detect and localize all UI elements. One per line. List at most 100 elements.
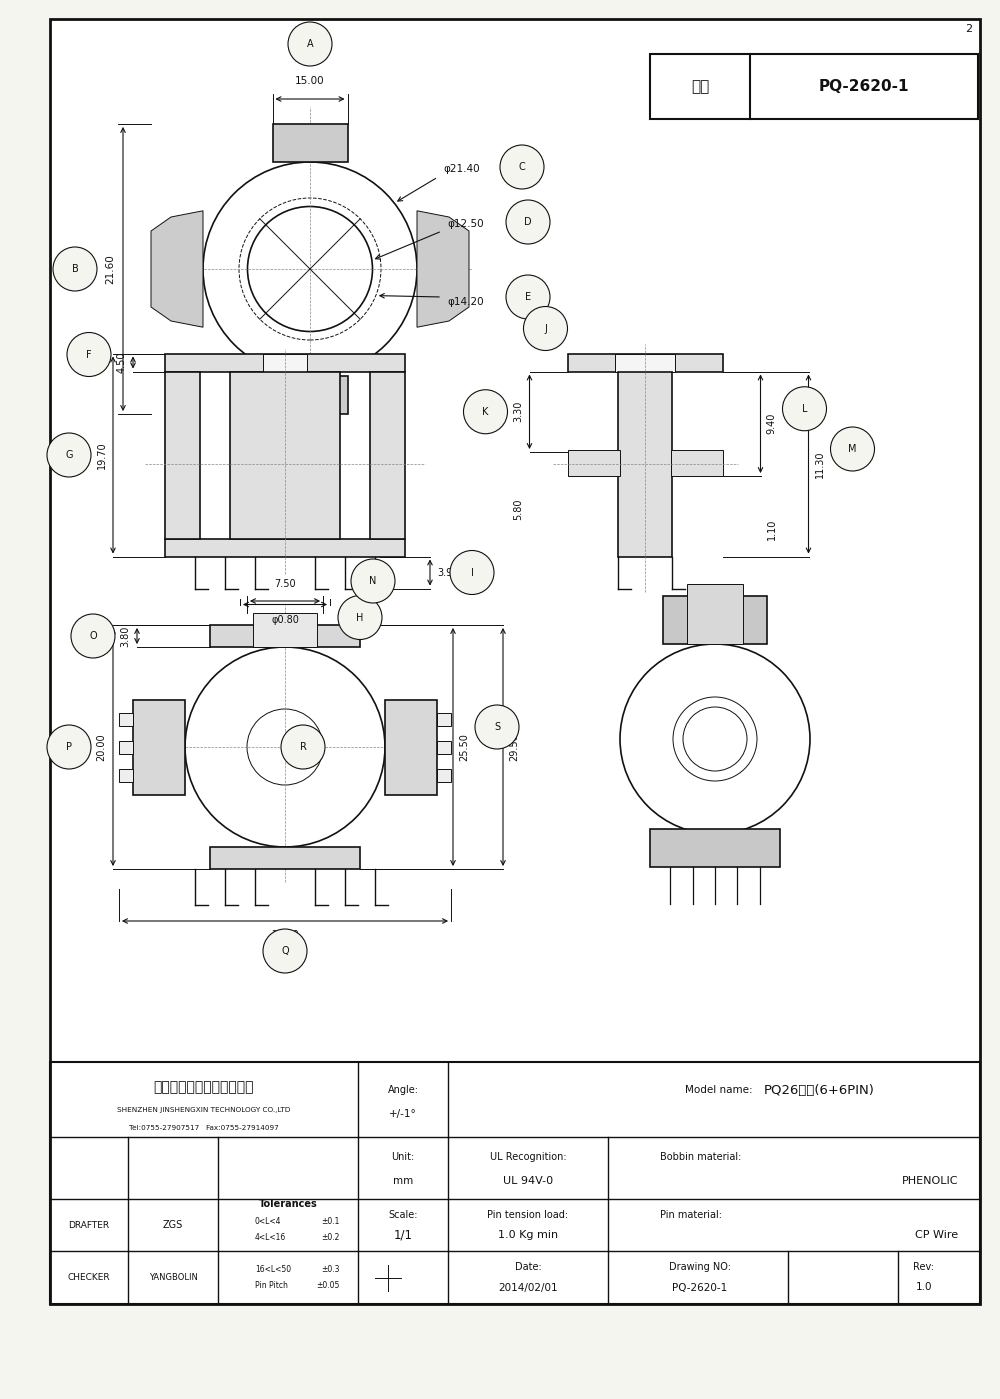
- Bar: [263, 354, 307, 372]
- Text: ZGS: ZGS: [163, 1220, 183, 1230]
- Text: 25.50: 25.50: [459, 733, 469, 761]
- Text: 4.50: 4.50: [117, 351, 127, 374]
- Circle shape: [263, 929, 307, 972]
- Text: PQ26立式(6+6PIN): PQ26立式(6+6PIN): [764, 1083, 875, 1097]
- Text: +/-1°: +/-1°: [389, 1109, 417, 1119]
- Text: 型号: 型号: [691, 78, 709, 94]
- Circle shape: [351, 560, 395, 603]
- Text: ±0.1: ±0.1: [322, 1217, 340, 1226]
- Text: Q: Q: [281, 946, 289, 956]
- Text: 1/1: 1/1: [394, 1228, 413, 1241]
- Text: Scale:: Scale:: [388, 1210, 418, 1220]
- Text: Angle:: Angle:: [388, 1086, 418, 1095]
- Circle shape: [338, 596, 382, 639]
- Bar: [568, 450, 620, 476]
- Bar: [119, 768, 133, 782]
- Text: 11.30: 11.30: [815, 450, 825, 477]
- Circle shape: [450, 550, 494, 595]
- Bar: [568, 354, 722, 372]
- Text: R: R: [300, 741, 306, 753]
- Text: φ12.50: φ12.50: [447, 220, 484, 229]
- Bar: [119, 712, 133, 726]
- Bar: [165, 372, 200, 539]
- Circle shape: [288, 22, 332, 66]
- Text: 19.70: 19.70: [97, 441, 107, 469]
- Text: UL 94V-0: UL 94V-0: [503, 1177, 553, 1186]
- Circle shape: [47, 434, 91, 477]
- Circle shape: [67, 333, 111, 376]
- Bar: [650, 830, 780, 867]
- Text: S: S: [494, 722, 500, 732]
- Bar: [119, 740, 133, 754]
- Text: N: N: [369, 576, 377, 586]
- Polygon shape: [272, 125, 348, 162]
- Bar: [437, 768, 451, 782]
- Text: UL Recognition:: UL Recognition:: [490, 1151, 566, 1163]
- Bar: [210, 846, 360, 869]
- Bar: [687, 583, 743, 644]
- Text: φ21.40: φ21.40: [443, 164, 480, 173]
- Circle shape: [281, 725, 325, 769]
- Text: ±0.05: ±0.05: [317, 1281, 340, 1290]
- Text: CHECKER: CHECKER: [68, 1273, 110, 1281]
- Bar: [253, 613, 317, 646]
- Bar: [437, 740, 451, 754]
- Circle shape: [463, 390, 507, 434]
- Bar: [663, 596, 767, 644]
- Bar: [618, 372, 672, 557]
- Text: φ0.80: φ0.80: [271, 614, 299, 624]
- Text: A: A: [307, 39, 313, 49]
- Circle shape: [500, 145, 544, 189]
- Bar: [370, 372, 405, 539]
- Text: DRAFTER: DRAFTER: [68, 1220, 110, 1230]
- Bar: [650, 55, 978, 119]
- Text: Unit:: Unit:: [391, 1151, 415, 1163]
- Text: 15.00: 15.00: [295, 76, 325, 85]
- Text: 2: 2: [965, 24, 972, 34]
- Text: 0<L<4: 0<L<4: [255, 1217, 282, 1226]
- Text: B: B: [72, 264, 78, 274]
- Text: Tolerances: Tolerances: [259, 1199, 317, 1209]
- Text: 1.10: 1.10: [767, 518, 776, 540]
- Polygon shape: [567, 672, 620, 767]
- Text: PQ-2620-1: PQ-2620-1: [819, 78, 909, 94]
- Text: Pin material:: Pin material:: [660, 1210, 722, 1220]
- Text: 16<L<50: 16<L<50: [255, 1265, 291, 1273]
- Text: F: F: [86, 350, 92, 360]
- Text: mm: mm: [393, 1177, 413, 1186]
- Circle shape: [830, 427, 874, 471]
- Text: I: I: [471, 568, 473, 578]
- Text: φ14.20: φ14.20: [447, 297, 484, 306]
- Bar: [615, 354, 675, 372]
- Bar: [670, 450, 722, 476]
- Bar: [230, 372, 340, 539]
- Bar: [165, 539, 405, 557]
- Text: 21.60: 21.60: [105, 255, 115, 284]
- Text: CP Wire: CP Wire: [915, 1230, 958, 1240]
- Bar: [385, 700, 437, 795]
- Text: 4<L<16: 4<L<16: [255, 1233, 286, 1241]
- Bar: [437, 712, 451, 726]
- Circle shape: [53, 248, 97, 291]
- Text: PQ-2620-1: PQ-2620-1: [672, 1283, 728, 1293]
- Text: Pin tension load:: Pin tension load:: [487, 1210, 569, 1220]
- Text: Pin Pitch: Pin Pitch: [255, 1281, 288, 1290]
- Text: L: L: [802, 404, 807, 414]
- Polygon shape: [272, 376, 348, 414]
- Circle shape: [506, 200, 550, 243]
- Circle shape: [475, 705, 519, 748]
- Text: ±0.3: ±0.3: [322, 1265, 340, 1273]
- Text: 5.80: 5.80: [514, 498, 524, 520]
- Text: SHENZHEN JINSHENGXIN TECHNOLOGY CO.,LTD: SHENZHEN JINSHENGXIN TECHNOLOGY CO.,LTD: [117, 1107, 291, 1114]
- Text: 1.0 Kg min: 1.0 Kg min: [498, 1230, 558, 1240]
- Text: M: M: [848, 443, 857, 455]
- Text: 3.80: 3.80: [120, 625, 130, 646]
- Text: 1.0: 1.0: [916, 1283, 932, 1293]
- Polygon shape: [151, 211, 203, 327]
- Text: D: D: [524, 217, 532, 227]
- Text: C: C: [519, 162, 525, 172]
- Text: 7.50: 7.50: [274, 579, 296, 589]
- Bar: [165, 354, 405, 372]
- Text: Rev:: Rev:: [914, 1262, 934, 1273]
- Polygon shape: [403, 1259, 431, 1295]
